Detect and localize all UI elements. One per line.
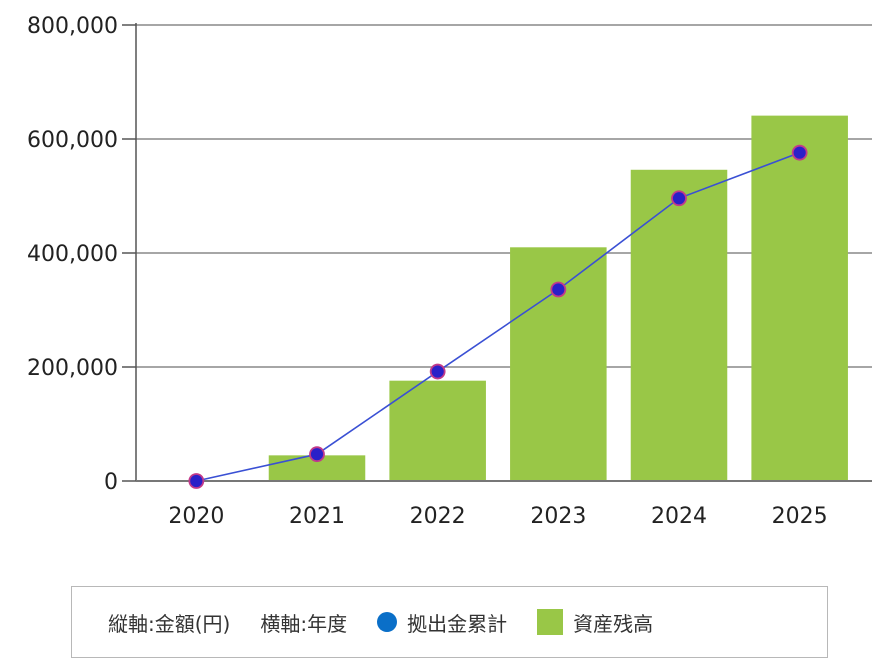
y-tick-label: 0 [104,470,118,495]
grid-lines [136,24,872,368]
bar [751,115,848,481]
line-point [671,190,687,207]
legend-bar-series-label: 資産残高 [573,611,654,636]
x-tick-label: 2021 [289,504,345,529]
line-path [196,151,800,482]
y-tick-label: 200,000 [27,356,118,381]
legend-x-axis-note: 横軸:年度 [260,611,348,636]
x-tick-label: 2024 [651,504,707,529]
legend-y-axis-note: 縦軸:金額(円) [108,611,231,636]
y-tick-labels: 0 200,000 400,000 600,000 800,000 [27,14,118,495]
line-point [550,281,567,298]
legend-bar-swatch-icon [537,609,564,635]
line-point [429,363,446,380]
bar [389,380,486,481]
x-tick-labels: 2020 2021 2022 2023 2024 2025 [168,504,827,529]
x-tick-label: 2022 [410,504,466,529]
x-tick-label: 2020 [168,504,224,529]
x-tick-label: 2025 [772,504,828,529]
legend-line-series-label: 拠出金累計 [407,611,508,636]
axes [122,23,872,482]
y-tick-label: 400,000 [27,242,118,267]
line-point [188,473,205,489]
y-tick-label: 600,000 [27,128,118,153]
line-point [309,446,325,463]
legend: 縦軸:金額(円) 横軸:年度 拠出金累計 資産残高 [71,586,828,658]
legend-line-marker-icon [377,612,398,632]
line-point [791,144,808,161]
bar [630,169,728,481]
bar-series [268,115,848,481]
y-tick-label: 800,000 [27,14,118,39]
x-tick-label: 2023 [530,504,586,529]
line-series [188,144,808,489]
